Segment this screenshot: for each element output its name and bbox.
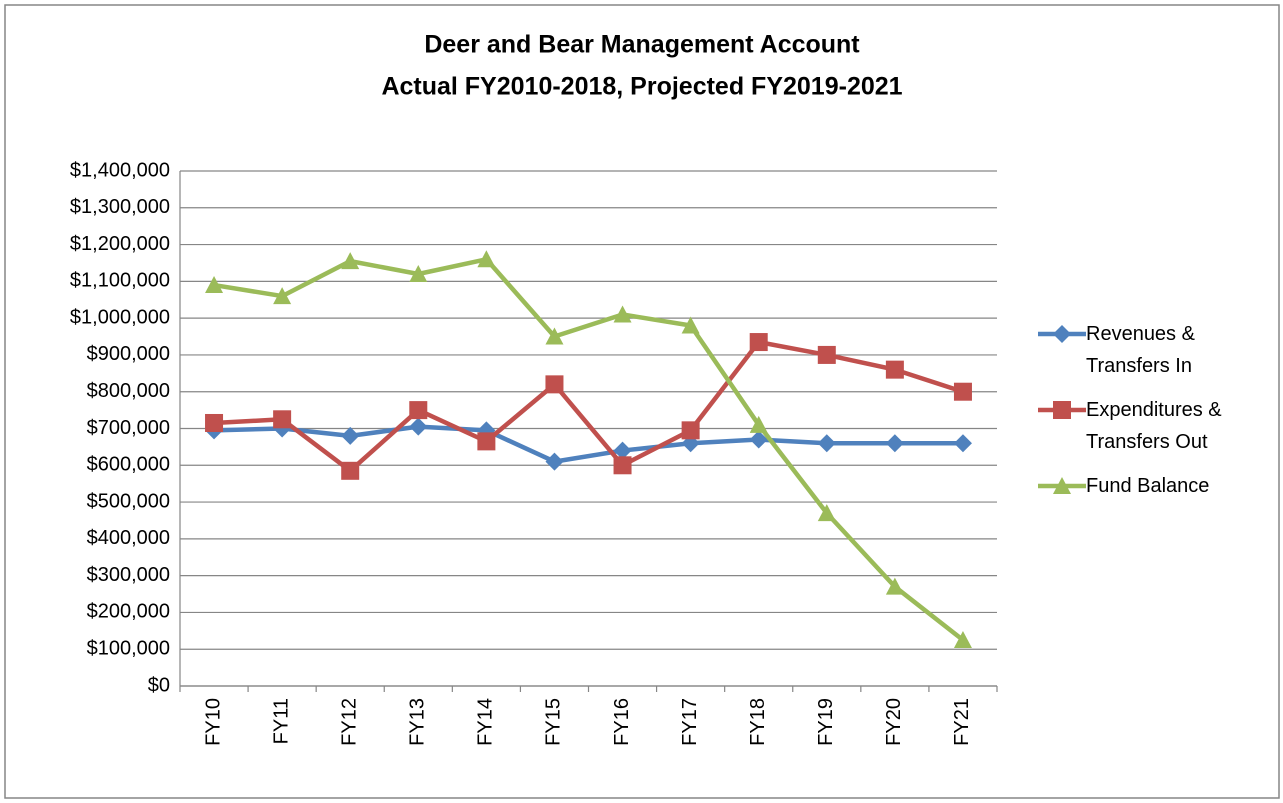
legend-swatch xyxy=(1038,401,1086,419)
legend-label: Expenditures & Transfers Out xyxy=(1086,399,1222,453)
y-tick-label: $0 xyxy=(148,674,170,696)
y-tick-label: $300,000 xyxy=(87,564,170,586)
legend-swatch xyxy=(1038,477,1086,494)
x-tick-label: FY11 xyxy=(270,698,292,744)
series-line xyxy=(213,424,963,464)
x-tick-label: FY15 xyxy=(543,698,565,746)
marker xyxy=(885,577,904,595)
marker xyxy=(817,504,836,522)
y-tick-label: $400,000 xyxy=(87,527,170,549)
marker xyxy=(885,360,904,379)
marker xyxy=(749,415,768,433)
marker xyxy=(545,375,564,394)
marker xyxy=(205,413,224,432)
chart-title: Deer and Bear Management Account xyxy=(424,31,860,59)
marker xyxy=(409,401,428,420)
legend-entry: Revenues & Transfers In xyxy=(1038,318,1256,382)
marker xyxy=(613,305,632,323)
legend-entry: Expenditures & Transfers Out xyxy=(1038,394,1256,458)
legend-swatch xyxy=(1038,325,1086,343)
y-tick-label: $200,000 xyxy=(87,601,170,623)
series-line xyxy=(213,257,965,642)
marker xyxy=(341,461,360,480)
marker xyxy=(885,434,904,453)
marker xyxy=(477,432,496,451)
y-tick-label: $900,000 xyxy=(87,343,170,365)
y-tick-label: $1,200,000 xyxy=(70,233,170,255)
y-tick-label: $1,100,000 xyxy=(70,270,170,292)
marker xyxy=(545,452,564,471)
x-tick-label: FY13 xyxy=(407,698,429,746)
legend-entry: Fund Balance xyxy=(1038,470,1256,502)
marker xyxy=(953,434,972,453)
marker xyxy=(681,421,700,440)
y-tick-label: $800,000 xyxy=(87,380,170,402)
marker xyxy=(409,417,428,436)
y-tick-label: $100,000 xyxy=(87,637,170,659)
legend-marker xyxy=(1053,325,1071,343)
chart-subtitle: Actual FY2010-2018, Projected FY2019-202… xyxy=(381,73,902,101)
y-tick-label: $500,000 xyxy=(87,490,170,512)
x-tick-label: FY19 xyxy=(815,698,837,746)
legend-marker xyxy=(1053,401,1071,419)
legend-label: Fund Balance xyxy=(1086,475,1210,497)
marker xyxy=(817,345,836,364)
legend-label: Revenues & Transfers In xyxy=(1086,323,1195,377)
marker xyxy=(545,327,564,345)
series-line xyxy=(213,339,964,474)
x-tick-label: FY10 xyxy=(202,698,224,746)
marker xyxy=(681,316,700,334)
x-tick-label: FY16 xyxy=(611,698,633,746)
marker xyxy=(613,441,632,460)
marker xyxy=(477,250,496,268)
x-tick-label: FY20 xyxy=(883,698,905,746)
legend-marker xyxy=(1053,477,1071,494)
y-tick-label: $700,000 xyxy=(87,417,170,439)
marker xyxy=(205,276,224,294)
x-tick-label: FY18 xyxy=(747,698,769,746)
x-tick-label: FY14 xyxy=(475,698,497,746)
marker xyxy=(953,631,972,649)
y-tick-label: $1,400,000 xyxy=(70,159,170,181)
marker xyxy=(613,456,632,475)
marker xyxy=(749,333,768,352)
y-tick-label: $1,300,000 xyxy=(70,196,170,218)
y-tick-label: $600,000 xyxy=(87,454,170,476)
marker xyxy=(749,430,768,449)
x-tick-label: FY12 xyxy=(338,698,360,746)
marker xyxy=(341,426,360,445)
legend: Revenues & Transfers In Expenditures & Tr… xyxy=(1038,318,1258,514)
x-tick-label: FY17 xyxy=(679,698,701,746)
marker xyxy=(273,410,292,429)
y-tick-label: $1,000,000 xyxy=(70,306,170,328)
marker xyxy=(817,434,836,453)
marker xyxy=(341,252,360,270)
x-tick-label: FY21 xyxy=(951,698,973,746)
marker xyxy=(953,382,972,401)
marker xyxy=(273,287,292,305)
marker xyxy=(409,265,428,282)
